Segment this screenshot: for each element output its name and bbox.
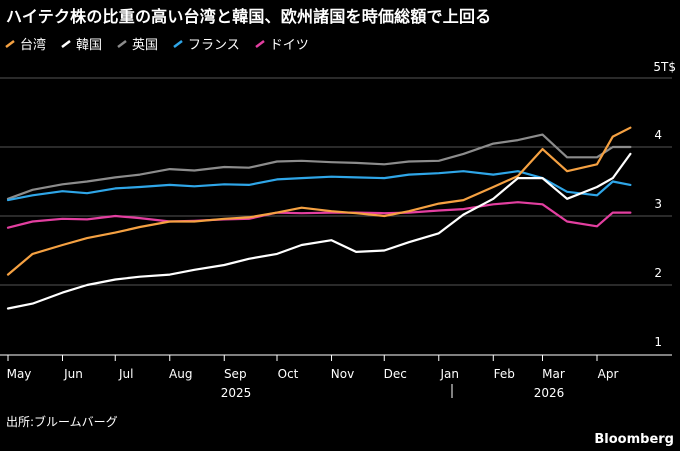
y-tick-label: 1 (654, 335, 662, 349)
legend-item: 台湾 (4, 34, 46, 53)
legend-swatch (60, 38, 72, 50)
legend-swatch (172, 38, 184, 50)
legend-swatch (4, 38, 16, 50)
y-tick-label: 3 (654, 197, 662, 211)
y-tick-label: 2 (654, 266, 662, 280)
series-line-2 (6, 133, 632, 200)
x-tick-label: May (7, 367, 32, 381)
source-note: 出所:ブルームバーグ (6, 415, 118, 429)
x-tick-label: Oct (278, 367, 299, 381)
legend-item: フランス (172, 34, 240, 53)
legend-item: 英国 (116, 34, 158, 53)
y-axis-ticks: 1 2 3 4 5T$ (653, 60, 676, 349)
x-tick-label: Jan (440, 367, 460, 381)
series-line-1 (6, 152, 632, 310)
x-tick-label: Jun (63, 367, 83, 381)
x-tick-label: Mar (542, 367, 565, 381)
legend-swatch (116, 38, 128, 50)
x-tick-label: Jul (118, 367, 133, 381)
legend-item: 韓国 (60, 34, 102, 53)
x-tick-label: Dec (384, 367, 407, 381)
year-label: 2025 (221, 386, 252, 400)
series-lines (6, 126, 632, 310)
legend-label: 台湾 (20, 38, 47, 53)
y-tick-label: 4 (654, 128, 662, 142)
y-unit-label: 5T$ (653, 60, 676, 74)
x-tick-label: Aug (169, 367, 192, 381)
grid-lines (0, 77, 672, 286)
x-axis: May Jun Jul Aug Sep Oct Nov Dec Jan Feb Mar Apr 2025… (0, 354, 672, 400)
series-line-3 (6, 170, 632, 202)
legend-item: ドイツ (254, 34, 309, 53)
brand-logo: Bloomberg (594, 432, 674, 447)
legend-label: フランス (188, 38, 240, 53)
chart-title: ハイテク株の比重の高い台湾と韓国、欧州諸国を時価総額で上回る (6, 7, 492, 26)
year-label: 2026 (534, 386, 565, 400)
x-tick-label: Sep (224, 367, 247, 381)
x-tick-label: Feb (494, 367, 515, 381)
legend-label: ドイツ (269, 38, 309, 53)
x-tick-label: Apr (598, 367, 619, 381)
legend-label: 韓国 (76, 38, 103, 53)
series-line-0 (6, 126, 632, 276)
chart-legend: 台湾 韓国 英国 フランス ドイツ (4, 34, 309, 53)
legend-label: 英国 (132, 38, 159, 53)
x-tick-label: Nov (331, 367, 354, 381)
legend-swatch (254, 38, 266, 50)
series-line-4 (6, 201, 632, 229)
